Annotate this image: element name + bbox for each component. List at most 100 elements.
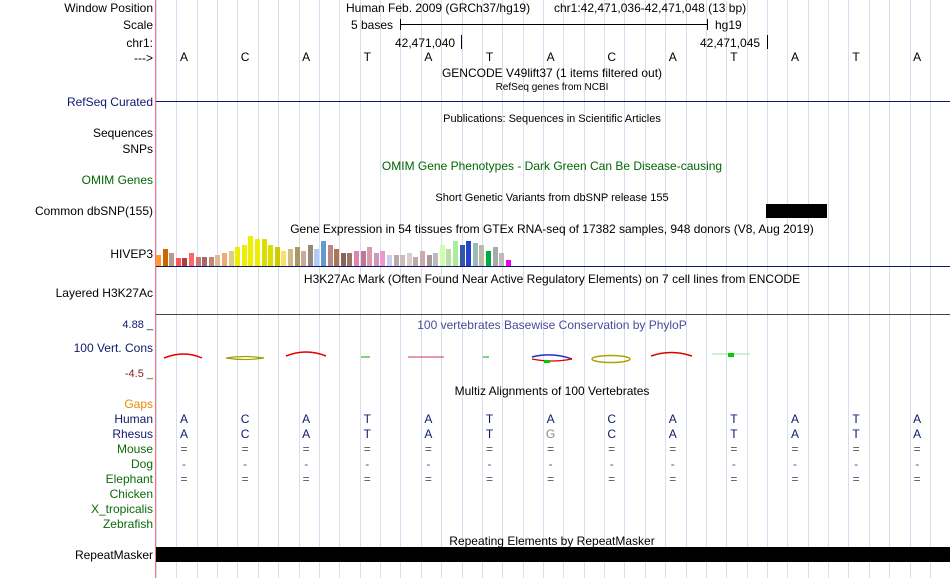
omim-title[interactable]: OMIM Gene Phenotypes - Dark Green Can Be… bbox=[381, 159, 723, 173]
repeat-element-block[interactable] bbox=[156, 547, 950, 562]
gtex-tissue-bar[interactable] bbox=[307, 245, 313, 266]
gtex-tissue-bar[interactable] bbox=[459, 245, 465, 266]
species-label[interactable]: Elephant bbox=[105, 472, 153, 486]
gtex-tissue-bar[interactable] bbox=[479, 245, 485, 266]
refseq-label[interactable]: RefSeq Curated bbox=[66, 95, 153, 109]
h3k27ac-label[interactable]: Layered H3K27Ac bbox=[55, 286, 153, 300]
repeat-title[interactable]: Repeating Elements by RepeatMasker bbox=[449, 534, 655, 548]
gtex-tissue-bar[interactable] bbox=[387, 254, 392, 266]
base-letter: T bbox=[363, 50, 371, 64]
sequences-label[interactable]: Sequences bbox=[92, 126, 153, 140]
gtex-title[interactable]: Gene Expression in 54 tissues from GTEx … bbox=[290, 222, 814, 236]
gtex-tissue-bar[interactable] bbox=[334, 248, 340, 266]
gtex-tissue-bar[interactable] bbox=[492, 247, 498, 266]
gtex-tissue-bar[interactable] bbox=[340, 252, 346, 266]
gtex-tissue-bar[interactable] bbox=[367, 247, 373, 266]
gtex-tissue-bar[interactable] bbox=[301, 250, 307, 266]
gtex-tissue-bar[interactable] bbox=[486, 250, 491, 266]
species-label[interactable]: Zebrafish bbox=[102, 517, 153, 531]
alignment-base: A bbox=[302, 412, 311, 426]
omim-label[interactable]: OMIM Genes bbox=[81, 173, 153, 187]
gtex-tissue-bar[interactable] bbox=[327, 245, 333, 266]
gtex-tissue-bar[interactable] bbox=[406, 252, 412, 266]
gtex-tissue-bar[interactable] bbox=[321, 241, 326, 266]
species-label[interactable]: Human bbox=[114, 412, 153, 426]
base-letter: A bbox=[668, 50, 677, 64]
h3k27ac-title[interactable]: H3K27Ac Mark (Often Found Near Active Re… bbox=[303, 272, 801, 286]
gtex-tissue-bar[interactable] bbox=[420, 250, 425, 266]
gtex-tissue-bar[interactable] bbox=[274, 247, 280, 266]
gtex-tissue-bar[interactable] bbox=[380, 250, 386, 266]
publications-title[interactable]: Publications: Sequences in Scientific Ar… bbox=[443, 113, 661, 125]
alignment-base: = bbox=[302, 472, 310, 486]
gtex-tissue-bar[interactable] bbox=[433, 252, 439, 266]
dbsnp-label[interactable]: Common dbSNP(155) bbox=[34, 204, 153, 218]
gtex-tissue-bar[interactable] bbox=[360, 250, 366, 266]
gtex-tissue-bar[interactable] bbox=[241, 245, 247, 266]
base-letter: A bbox=[913, 50, 922, 64]
gtex-tissue-bar[interactable] bbox=[189, 252, 194, 266]
strand-label[interactable]: ---> bbox=[134, 51, 153, 65]
gtex-tissue-bar[interactable] bbox=[472, 243, 478, 266]
gtex-tissue-bar[interactable] bbox=[499, 252, 505, 266]
gtex-tissue-bar[interactable] bbox=[426, 254, 432, 266]
gtex-tissue-bar[interactable] bbox=[202, 256, 208, 266]
gtex-tissue-bar[interactable] bbox=[175, 258, 181, 266]
species-label[interactable]: Dog bbox=[130, 457, 153, 471]
alignment-base: A bbox=[668, 427, 677, 441]
gtex-tissue-bar[interactable] bbox=[182, 258, 188, 266]
gtex-tissue-bar[interactable] bbox=[281, 250, 287, 266]
alignment-base: = bbox=[852, 472, 860, 486]
gtex-tissue-bar[interactable] bbox=[261, 239, 267, 266]
repeat-label[interactable]: RepeatMasker bbox=[74, 548, 153, 562]
gtex-bar-graph[interactable] bbox=[156, 234, 516, 266]
gtex-tissue-bar[interactable] bbox=[235, 247, 241, 266]
gtex-gene-label[interactable]: HIVEP3 bbox=[110, 247, 153, 261]
gtex-tissue-bar[interactable] bbox=[228, 250, 234, 266]
gtex-tissue-bar[interactable] bbox=[453, 241, 458, 266]
gtex-tissue-bar[interactable] bbox=[288, 248, 293, 266]
gtex-tissue-bar[interactable] bbox=[222, 252, 227, 266]
gtex-tissue-bar[interactable] bbox=[466, 241, 472, 266]
gtex-tissue-bar[interactable] bbox=[314, 248, 320, 266]
species-label[interactable]: Chicken bbox=[109, 487, 153, 501]
gtex-tissue-bar[interactable] bbox=[294, 247, 300, 266]
gtex-tissue-bar[interactable] bbox=[162, 248, 168, 266]
gtex-tissue-bar[interactable] bbox=[195, 256, 201, 266]
gtex-tissue-bar[interactable] bbox=[413, 256, 419, 266]
grid-line bbox=[217, 0, 219, 578]
gtex-tissue-bar[interactable] bbox=[505, 260, 511, 266]
species-label[interactable]: X_tropicalis bbox=[90, 502, 153, 516]
gtex-tissue-bar[interactable] bbox=[169, 252, 175, 266]
cons-label[interactable]: 100 Vert. Cons bbox=[73, 341, 153, 355]
gtex-tissue-bar[interactable] bbox=[215, 254, 221, 266]
gtex-tissue-bar[interactable] bbox=[248, 235, 254, 266]
gtex-tissue-bar[interactable] bbox=[255, 239, 260, 266]
gtex-tissue-bar[interactable] bbox=[268, 245, 274, 266]
species-label[interactable]: Mouse bbox=[116, 442, 153, 456]
gtex-tissue-bar[interactable] bbox=[156, 254, 161, 266]
gtex-tissue-bar[interactable] bbox=[354, 250, 359, 266]
dbsnp-variant-block[interactable] bbox=[766, 204, 827, 218]
multiz-title[interactable]: Multiz Alignments of 100 Vertebrates bbox=[454, 384, 650, 398]
gtex-tissue-bar[interactable] bbox=[400, 254, 406, 266]
gtex-tissue-bar[interactable] bbox=[208, 256, 214, 266]
alignment-base: = bbox=[424, 472, 432, 486]
scale-text: 5 bases bbox=[351, 18, 394, 32]
gtex-tissue-bar[interactable] bbox=[446, 248, 452, 266]
gencode-title[interactable]: GENCODE V49lift37 (1 items filtered out) bbox=[441, 66, 663, 80]
species-label[interactable]: Rhesus bbox=[112, 427, 153, 441]
snps-label[interactable]: SNPs bbox=[122, 142, 153, 156]
gtex-tissue-bar[interactable] bbox=[347, 252, 353, 266]
alignment-base: C bbox=[607, 427, 617, 441]
dbsnp-title[interactable]: Short Genetic Variants from dbSNP releas… bbox=[435, 192, 669, 204]
refseq-track-line[interactable] bbox=[156, 101, 950, 102]
gtex-tissue-bar[interactable] bbox=[373, 252, 379, 266]
gtex-tissue-bar[interactable] bbox=[393, 254, 399, 266]
species-label[interactable]: Gaps bbox=[124, 397, 153, 411]
cons-wiggle-plot[interactable] bbox=[156, 340, 950, 370]
gtex-tissue-bar[interactable] bbox=[439, 245, 445, 266]
scale-bar bbox=[400, 24, 708, 25]
cons-title[interactable]: 100 vertebrates Basewise Conservation by… bbox=[417, 318, 687, 332]
refseq-title[interactable]: RefSeq genes from NCBI bbox=[495, 82, 609, 93]
